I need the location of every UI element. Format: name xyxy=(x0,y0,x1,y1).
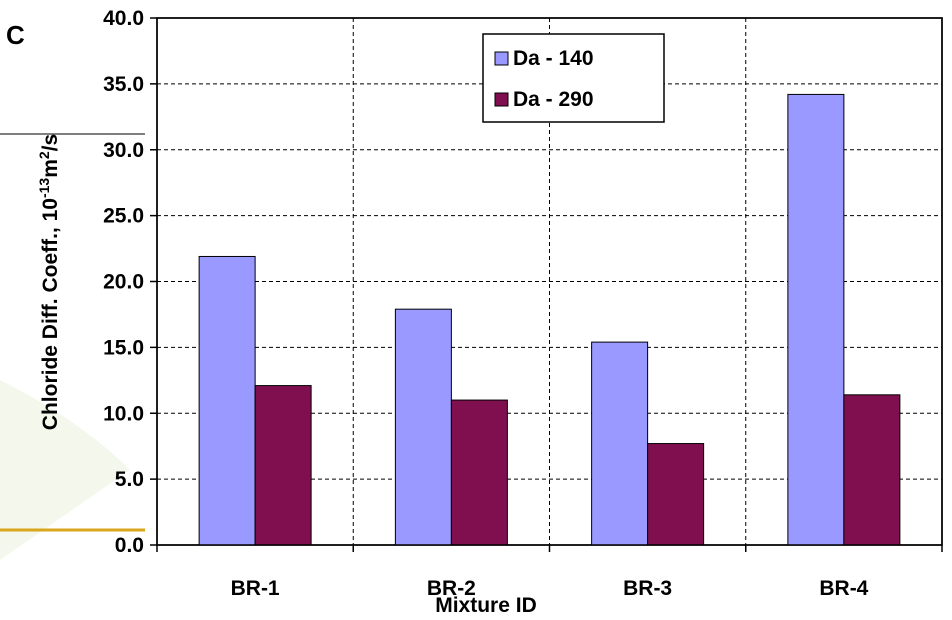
legend-box xyxy=(482,33,665,123)
y-tick-label: 10.0 xyxy=(103,402,144,425)
y-tick-label: 35.0 xyxy=(103,73,144,96)
bar-br-3-da-290 xyxy=(647,443,705,546)
legend-swatch-da-290 xyxy=(494,92,509,107)
partial-heading-letter: C xyxy=(6,20,25,50)
y-tick-label: 5.0 xyxy=(115,468,144,491)
x-category-label: BR-2 xyxy=(427,577,476,600)
y-axis-title-tail: /s xyxy=(39,134,62,152)
x-category-label: BR-1 xyxy=(231,577,280,600)
y-axis-ticks: 0.0 5.0 10.0 15.0 20.0 25.0 30.0 35.0 40.0 xyxy=(103,7,157,557)
x-axis-title: Mixture ID xyxy=(435,594,537,617)
bar-br-2-da-290 xyxy=(450,399,508,546)
bars xyxy=(198,93,901,546)
bar-br-2-da-140 xyxy=(394,308,452,546)
y-axis-title-unit-exponent: 2 xyxy=(36,151,52,159)
y-tick-label: 25.0 xyxy=(103,205,144,228)
bar-br-1-da-140 xyxy=(198,255,256,546)
bar-br-3-da-140 xyxy=(591,341,649,546)
y-axis-title-unit: m xyxy=(39,159,62,178)
legend-label-da-290: Da - 290 xyxy=(513,88,594,111)
plot-frame xyxy=(156,17,943,546)
y-axis-title: Chloride Diff. Coeff., 10-13m2/s xyxy=(36,134,62,430)
legend-swatch-da-140 xyxy=(494,51,509,66)
background-swoosh xyxy=(0,380,130,560)
y-axis-title-main: Chloride Diff. Coeff., 10 xyxy=(39,198,62,430)
legend: Da - 140 Da - 290 xyxy=(482,33,665,123)
bar-br-4-da-290 xyxy=(843,394,901,546)
y-axis-title-exponent: -13 xyxy=(36,178,52,198)
y-tick-label: 30.0 xyxy=(103,139,144,162)
y-tick-label: 15.0 xyxy=(103,336,144,359)
legend-label-da-140: Da - 140 xyxy=(513,47,594,70)
y-tick-label: 0.0 xyxy=(115,534,144,557)
x-axis-categories: BR-1 BR-2 BR-3 BR-4 xyxy=(156,17,943,600)
y-tick-label: 40.0 xyxy=(103,7,144,30)
bar-br-4-da-140 xyxy=(787,93,845,546)
bar-br-1-da-290 xyxy=(254,385,312,546)
x-category-label: BR-4 xyxy=(819,577,868,600)
x-category-label: BR-3 xyxy=(623,577,672,600)
y-tick-label: 20.0 xyxy=(103,271,144,294)
